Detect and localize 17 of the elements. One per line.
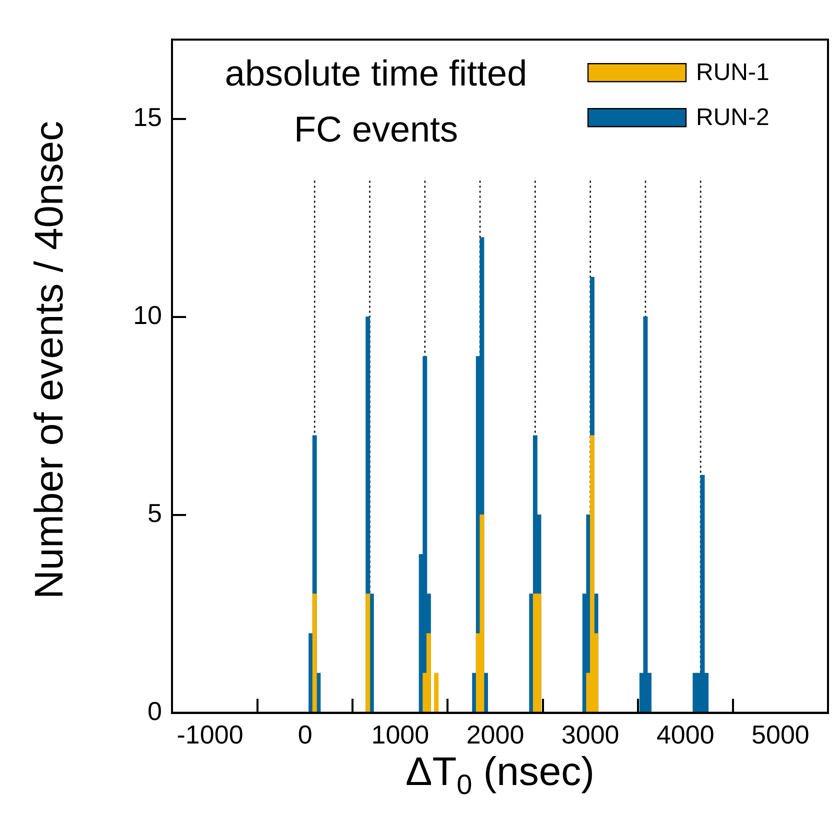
y-tick-label: 0 [148, 696, 162, 726]
y-axis-title: Number of events / 40nsec [28, 120, 72, 600]
legend-label: RUN-1 [696, 59, 770, 86]
x-tick-label: 5000 [752, 720, 810, 750]
legend-label: RUN-2 [696, 104, 770, 132]
x-tick-label: 0 [298, 720, 312, 750]
x-tick-label: 3000 [561, 720, 620, 750]
y-tick-label: 5 [148, 498, 162, 528]
x-tick-label: -1000 [176, 720, 244, 750]
y-tick-label: 15 [133, 102, 162, 132]
x-axis-title: ΔT$_{0}$ (nsec) [404, 750, 596, 801]
chart-title: absolute time fitted [224, 52, 528, 94]
x-tick-label: 1000 [371, 720, 430, 750]
text: FC events [294, 108, 458, 150]
x-tick-label: 2000 [466, 720, 524, 750]
y-tick-label: 10 [133, 300, 162, 330]
x-tick-label: 4000 [656, 720, 714, 750]
